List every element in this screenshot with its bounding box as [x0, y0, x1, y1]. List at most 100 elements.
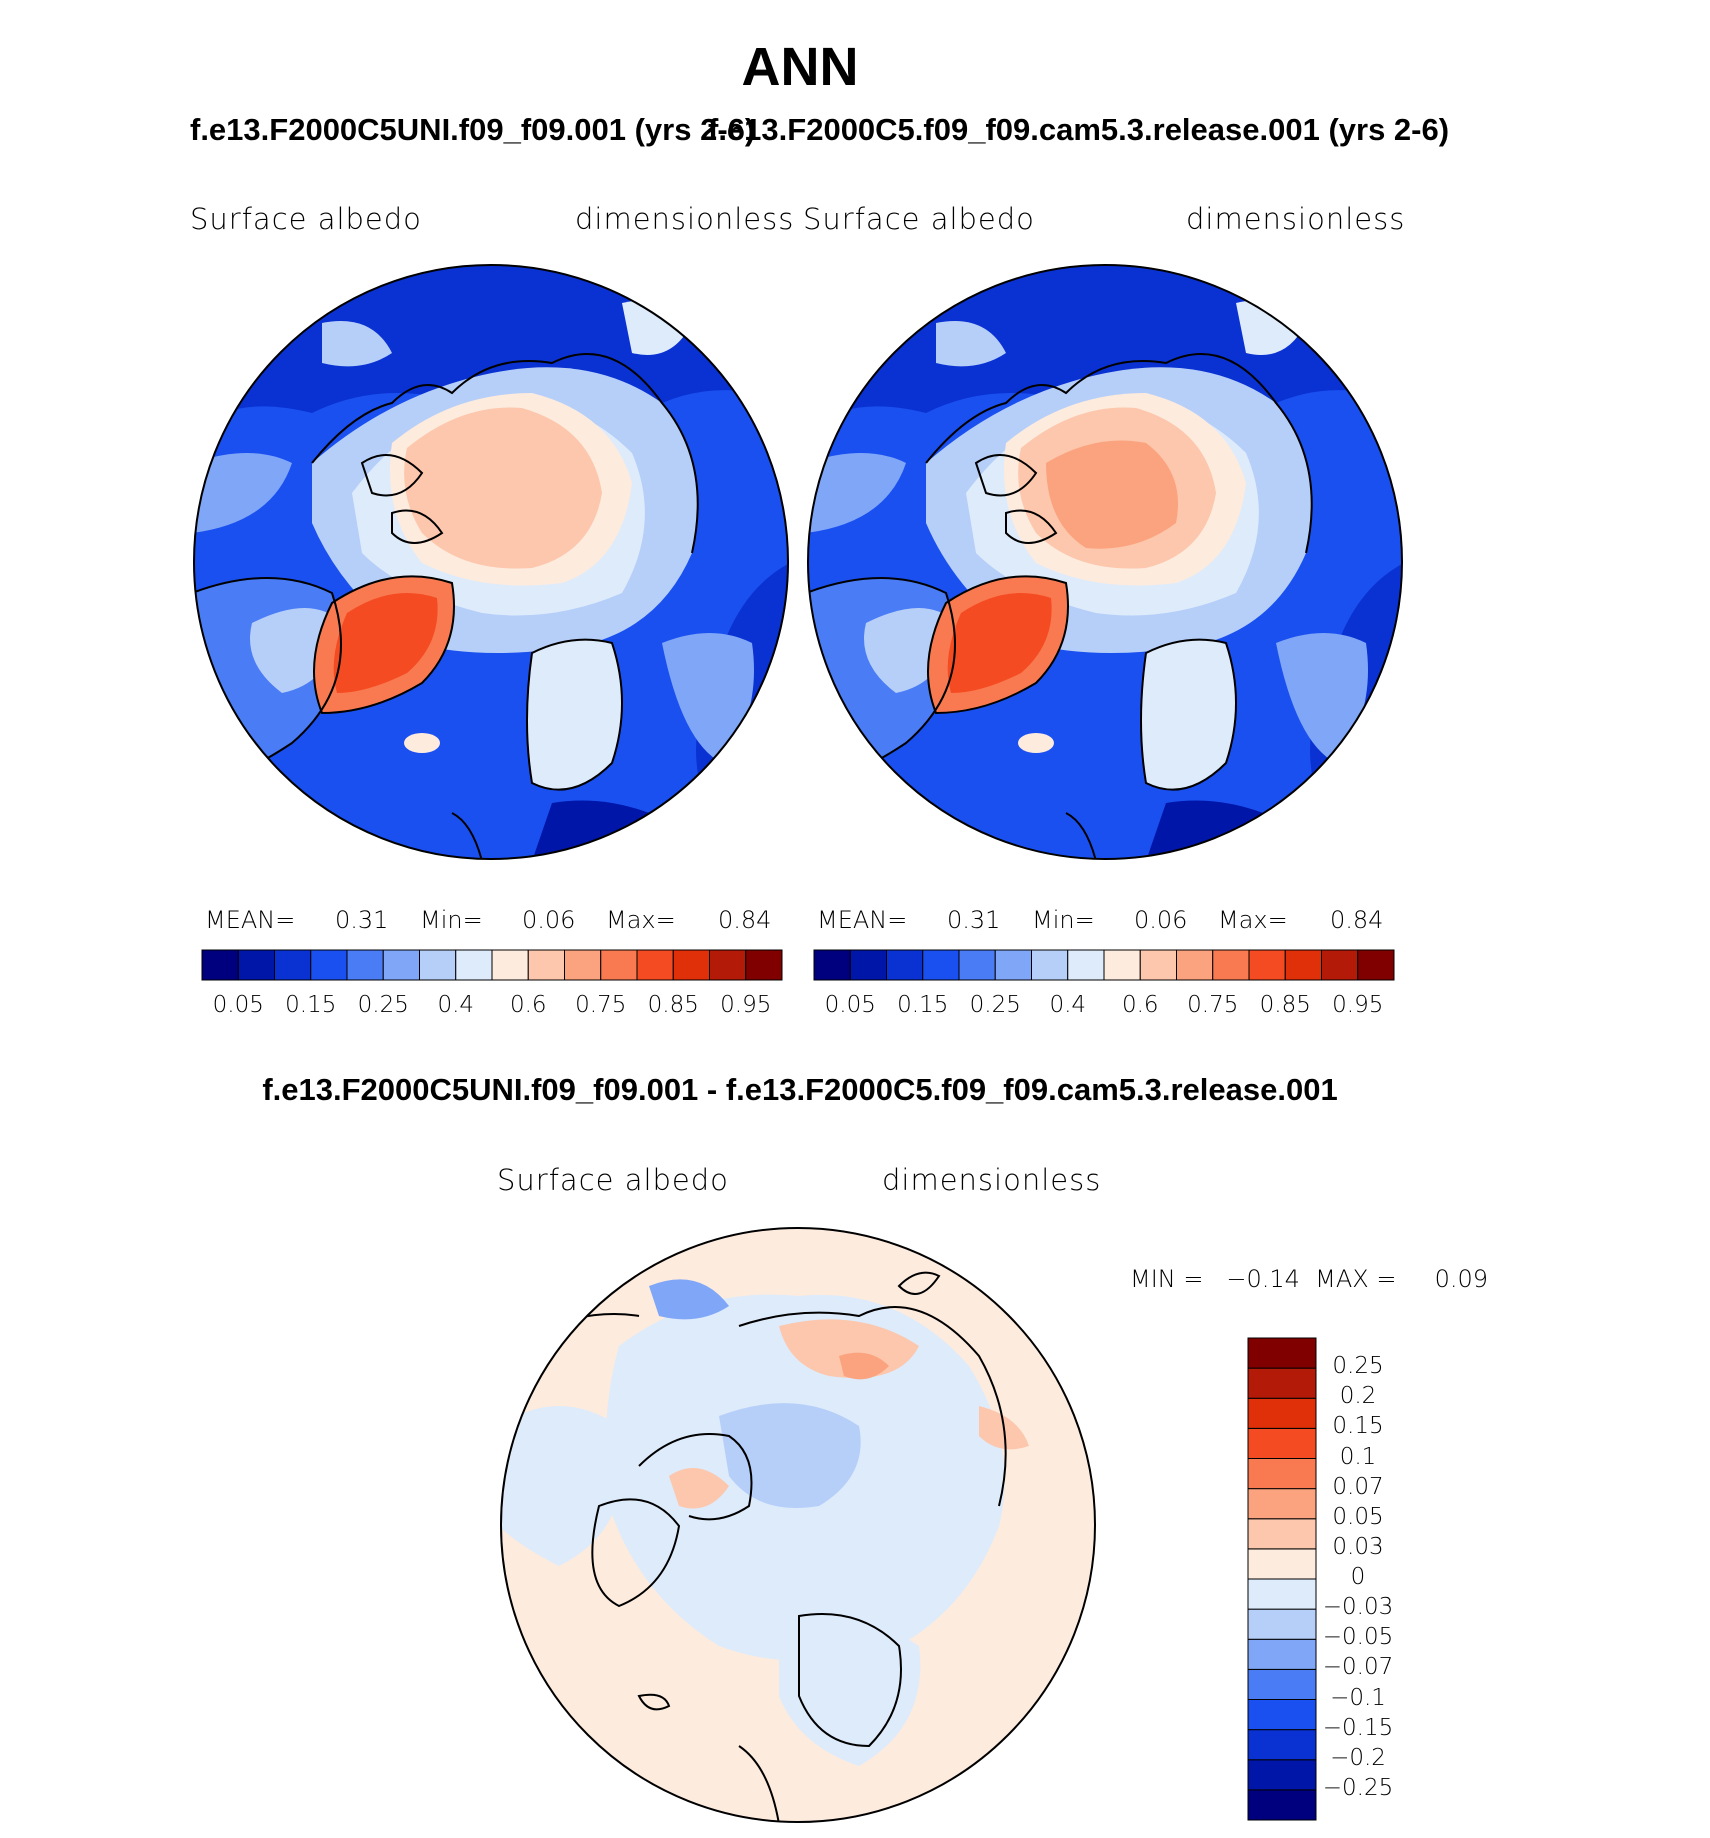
diff-min-max-stats: MIN = −0.14 MAX = 0.09: [1130, 1265, 1489, 1293]
colorbar-swatch: [1357, 949, 1395, 981]
colorbar-tick-label: 0.75: [575, 992, 627, 1018]
panel1-mean-value: 0.31: [335, 906, 389, 934]
colorbar-swatch: [1247, 1578, 1317, 1610]
panel1-polar-map: [193, 264, 789, 860]
colorbar-swatch: [922, 949, 960, 981]
colorbar-swatch: [1247, 1699, 1317, 1731]
panel1-max-value: 0.84: [718, 906, 772, 934]
panel2-polar-map: [807, 264, 1403, 860]
colorbar-tick-label: 0: [1350, 1564, 1366, 1590]
colorbar-swatch: [527, 949, 565, 981]
panel1-units-label: dimensionless: [575, 202, 795, 236]
panel2-mean-label: MEAN=: [817, 906, 908, 934]
colorbar-swatch: [201, 949, 239, 981]
colorbar-tick-label: 0.2: [1339, 1383, 1377, 1410]
panel2-max-label: Max=: [1218, 906, 1288, 934]
colorbar-swatch: [1284, 949, 1322, 981]
colorbar-swatch: [1067, 949, 1105, 981]
colorbar-swatch: [958, 949, 996, 981]
colorbar-tick-label: −0.15: [1322, 1714, 1394, 1741]
colorbar-swatch: [1247, 1638, 1317, 1670]
colorbar-tick-label: 0.15: [1332, 1413, 1384, 1440]
colorbar-swatch: [1247, 1548, 1317, 1580]
colorbar-swatch: [1139, 949, 1177, 981]
colorbar-swatch: [672, 949, 710, 981]
panel2-variable-label: Surface albedo: [803, 202, 1035, 236]
colorbar-swatch: [1321, 949, 1359, 981]
colorbar-swatch: [1247, 1367, 1317, 1399]
colorbar-swatch: [346, 949, 384, 981]
colorbar-swatch: [849, 949, 887, 981]
panel2-units-label: dimensionless: [1186, 202, 1406, 236]
colorbar-tick-label: 0.95: [720, 992, 772, 1018]
colorbar-tick-label: −0.07: [1322, 1654, 1394, 1681]
colorbar-tick-label: −0.05: [1322, 1624, 1394, 1651]
colorbar-swatch: [310, 949, 348, 981]
colorbar-swatch: [994, 949, 1032, 981]
colorbar-tick-label: 0.85: [1259, 992, 1311, 1018]
colorbar-swatch: [1247, 1729, 1317, 1761]
case1-title: f.e13.F2000C5UNI.f09_f09.001 (yrs 2-6): [190, 112, 756, 147]
colorbar-tick-label: −0.2: [1330, 1744, 1386, 1771]
colorbar-tick-label: 0.05: [1332, 1503, 1384, 1530]
colorbar-tick-label: −0.25: [1322, 1774, 1394, 1801]
colorbar-swatch: [455, 949, 493, 981]
panel1-variable-label: Surface albedo: [190, 202, 422, 236]
panel1-mean-label: MEAN=: [205, 906, 296, 934]
colorbar-swatch: [1247, 1668, 1317, 1700]
colorbar-swatch: [709, 949, 747, 981]
colorbar-tick-label: 0.4: [1049, 992, 1087, 1018]
panel2-min-value: 0.06: [1134, 906, 1188, 934]
diff-units-label: dimensionless: [882, 1163, 1102, 1197]
colorbar-tick-label: 0.25: [969, 992, 1021, 1018]
diff-polar-map: [500, 1227, 1096, 1823]
colorbar-swatch: [419, 949, 457, 981]
diff-colorbar: [1247, 1337, 1317, 1821]
colorbar-swatch: [1247, 1427, 1317, 1459]
colorbar-tick-label: −0.03: [1322, 1594, 1394, 1621]
colorbar-swatch: [274, 949, 312, 981]
colorbar-tick-label: 0.05: [212, 992, 264, 1018]
colorbar-swatch: [1247, 1608, 1317, 1640]
panel2-mean-value: 0.31: [947, 906, 1001, 934]
colorbar-swatch: [382, 949, 420, 981]
colorbar-swatch: [1247, 1337, 1317, 1369]
colorbar-swatch: [1247, 1518, 1317, 1550]
colorbar-tick-label: 0.25: [357, 992, 409, 1018]
colorbar-swatch: [813, 949, 851, 981]
colorbar-swatch: [1248, 949, 1286, 981]
colorbar-swatch: [600, 949, 638, 981]
colorbar-tick-label: 0.25: [1332, 1353, 1384, 1380]
panel1-min-value: 0.06: [522, 906, 576, 934]
colorbar-tick-label: −0.1: [1330, 1684, 1386, 1711]
colorbar-swatch: [1247, 1397, 1317, 1429]
panel1-min-label: Min=: [420, 906, 483, 934]
colorbar-swatch: [237, 949, 275, 981]
colorbar-swatch: [1247, 1789, 1317, 1821]
colorbar-swatch: [1031, 949, 1069, 981]
colorbar-tick-label: 0.6: [1121, 992, 1159, 1018]
colorbar-swatch: [564, 949, 602, 981]
case2-title: f.e13.F2000C5.f09_f09.cam5.3.release.001…: [708, 112, 1450, 147]
colorbar-swatch: [1103, 949, 1141, 981]
panel1-colorbar: [201, 949, 783, 981]
colorbar-swatch: [886, 949, 924, 981]
colorbar-tick-label: 0.6: [509, 992, 547, 1018]
colorbar-tick-label: 0.85: [647, 992, 699, 1018]
colorbar-swatch: [1247, 1759, 1317, 1791]
panel2-colorbar: [813, 949, 1395, 981]
colorbar-swatch: [636, 949, 674, 981]
diff-variable-label: Surface albedo: [497, 1163, 729, 1197]
colorbar-tick-label: 0.95: [1332, 992, 1384, 1018]
colorbar-swatch: [1247, 1488, 1317, 1520]
colorbar-tick-label: 0.15: [285, 992, 337, 1018]
colorbar-tick-label: 0.4: [437, 992, 475, 1018]
colorbar-tick-label: 0.03: [1332, 1533, 1384, 1560]
colorbar-tick-label: 0.05: [824, 992, 876, 1018]
colorbar-swatch: [1247, 1458, 1317, 1490]
diff-title: f.e13.F2000C5UNI.f09_f09.001 - f.e13.F20…: [262, 1072, 1338, 1107]
figure-title: ANN: [741, 37, 859, 97]
colorbar-tick-label: 0.1: [1339, 1443, 1377, 1470]
colorbar-tick-label: 0.07: [1332, 1473, 1384, 1500]
colorbar-tick-label: 0.15: [897, 992, 949, 1018]
